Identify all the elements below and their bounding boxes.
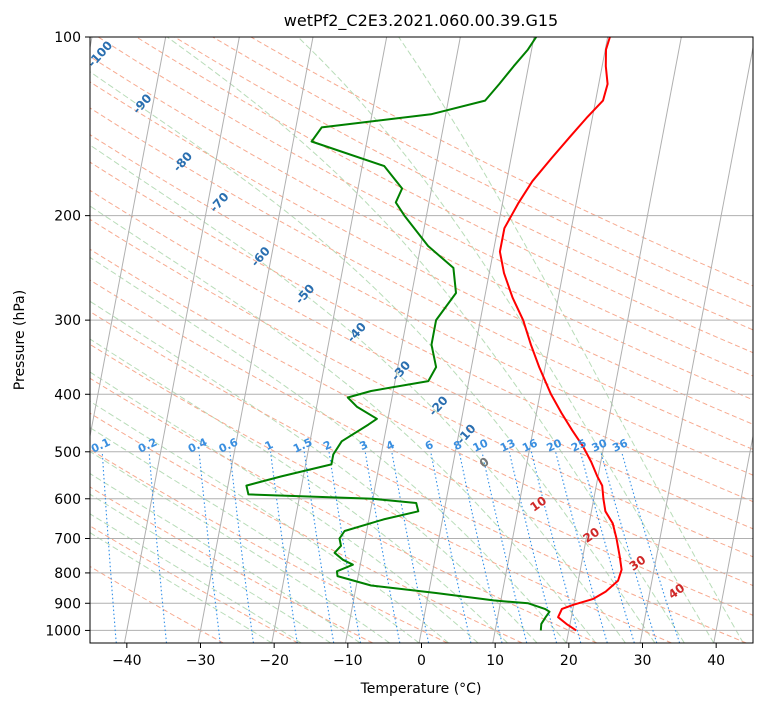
moist-adiabat-line — [297, 37, 715, 643]
moist-adiabat-line — [398, 37, 744, 643]
isotherm-line — [639, 44, 753, 643]
moist-adiabat-line — [90, 450, 390, 643]
dry-adiabat-line — [97, 37, 753, 377]
moist-adiabat-line — [90, 338, 508, 643]
y-tick-label: 700 — [54, 532, 81, 548]
isotherm-line — [271, 37, 388, 643]
x-tick-label: −30 — [186, 653, 216, 669]
isotherm-line — [418, 37, 535, 643]
x-tick-label: 10 — [486, 653, 504, 669]
x-tick-label: 20 — [560, 653, 578, 669]
dry-adiabat-line — [90, 189, 753, 530]
dry-adiabat-line — [90, 343, 672, 643]
y-tick-label: 800 — [54, 566, 81, 582]
moist-adiabat-line — [90, 400, 449, 643]
dry-adiabat-line — [90, 248, 753, 587]
isotherm-line — [90, 37, 167, 439]
mixing-ratio-label: 30 — [590, 436, 610, 454]
moist-adiabat-line — [90, 427, 420, 643]
isotherm-line — [344, 37, 461, 643]
y-tick-label: 400 — [54, 387, 81, 403]
x-tick-label: 40 — [707, 653, 725, 669]
mixing-ratio-label: 13 — [498, 436, 517, 454]
y-tick-label: 500 — [54, 445, 81, 461]
mixing-ratio-line — [148, 451, 168, 643]
y-tick-label: 100 — [54, 30, 81, 46]
y-tick-label: 900 — [54, 596, 81, 612]
isotherm-line — [123, 37, 240, 643]
dry-adiabat-line — [90, 279, 753, 616]
y-tick-label: 300 — [54, 313, 81, 329]
x-tick-label: −40 — [112, 653, 142, 669]
moist-adiabat-line — [90, 205, 597, 643]
mixing-ratio-label: 25 — [569, 436, 588, 454]
mixing-ratio-line — [621, 451, 681, 643]
mixing-ratio-label: 16 — [520, 436, 540, 454]
moist-adiabat-line — [90, 472, 361, 643]
x-axis: −40−30−20−1001020304050 — [112, 643, 725, 669]
dry-adiabat-line — [90, 525, 299, 643]
y-axis: 1000 900 800 700 600 500 400 300 200 100 — [45, 30, 90, 639]
moist-adiabat-line — [90, 144, 626, 643]
mixing-ratio-line — [481, 451, 528, 643]
x-tick-label: 0 — [417, 653, 426, 669]
mixing-ratio-line — [508, 451, 558, 643]
dry-adiabat-line — [90, 486, 373, 643]
isotherm-line — [565, 37, 682, 643]
profile-line — [245, 37, 551, 631]
isotherm-line — [492, 37, 609, 643]
dry-adiabat-line — [90, 81, 753, 425]
mixing-ratio-label: 10 — [471, 436, 491, 454]
mixing-ratio-line — [430, 451, 472, 643]
plot-area: 0.1 0.2 0.4 0.6 1 1.5 2 3 4 6 8 10 13 16 20 25 30 36-100-… — [90, 37, 753, 643]
mixing-ratio-line — [458, 451, 503, 643]
mixing-ratio-line — [555, 451, 608, 643]
moist-adiabat-line — [90, 256, 567, 643]
y-tick-label: 600 — [54, 492, 81, 508]
x-tick-label: −20 — [259, 653, 289, 669]
chart-title: wetPf2_C2E3.2021.060.00.39.G15 — [284, 11, 558, 31]
y-tick-label: 1000 — [45, 623, 81, 639]
profile-line — [498, 37, 623, 632]
dry-adiabat-line — [90, 377, 598, 643]
moist-adiabat-line — [90, 532, 273, 643]
mixing-ratio-line — [600, 451, 658, 643]
dry-adiabat-line — [90, 107, 753, 450]
dry-adiabat-line — [136, 37, 753, 354]
mixing-ratio-line — [391, 451, 430, 643]
dry-adiabat-line — [90, 412, 523, 643]
mixing-ratio-line — [198, 451, 221, 643]
x-tick-label: 30 — [634, 653, 652, 669]
isotherm-line — [713, 433, 753, 643]
dry-adiabat-line — [90, 161, 753, 503]
y-tick-label: 200 — [54, 209, 81, 225]
mixing-ratio-line — [530, 451, 582, 643]
moist-adiabat-line — [90, 71, 656, 643]
moist-adiabat-line — [166, 37, 685, 643]
isotherm-line — [197, 37, 314, 643]
mixing-ratio-line — [579, 451, 635, 643]
mixing-ratio-line — [101, 451, 117, 643]
mixing-ratio-label: 20 — [544, 436, 564, 454]
y-axis-label: Pressure (hPa) — [12, 290, 28, 390]
dry-adiabat-line — [90, 311, 747, 643]
moist-adiabat-line — [90, 371, 479, 643]
dry-adiabat-line — [90, 55, 753, 401]
mixing-ratio-label: 36 — [610, 436, 630, 454]
x-axis-label: Temperature (°C) — [360, 681, 482, 697]
x-tick-label: −10 — [333, 653, 363, 669]
mixing-ratio-line — [229, 451, 254, 643]
